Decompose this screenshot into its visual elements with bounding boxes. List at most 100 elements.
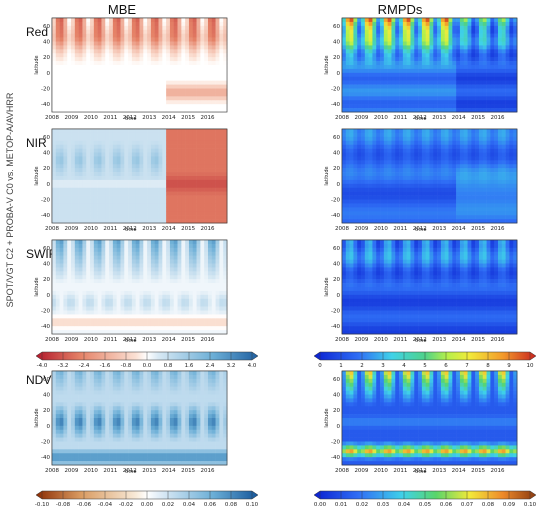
heat-cell [196, 219, 201, 224]
heat-cell [353, 92, 358, 97]
heat-cell [494, 129, 499, 134]
heat-cell [74, 132, 79, 138]
heat-cell [200, 25, 205, 31]
heat-cell [467, 88, 472, 93]
heat-cell [112, 21, 117, 27]
heat-cell [440, 140, 446, 145]
heat-cell [342, 92, 347, 97]
heat-cell [120, 132, 125, 138]
heat-cell [188, 33, 194, 38]
heat-cell [383, 72, 388, 78]
heat-cell [414, 25, 419, 31]
heat-cell [143, 164, 148, 169]
row-label-swir: SWIR [26, 247, 58, 261]
heat-cell [150, 191, 156, 196]
heat-cell [147, 183, 152, 189]
heat-cell [414, 211, 419, 216]
heat-cell [399, 195, 404, 200]
heat-cell [158, 144, 163, 149]
heat-cell [71, 140, 76, 145]
heat-cell [101, 144, 106, 149]
heat-cell [444, 72, 449, 78]
heat-cell [173, 148, 178, 153]
plot-border [341, 128, 518, 224]
heat-cell [349, 100, 354, 105]
heat-cell [361, 72, 366, 78]
heat-cell [349, 129, 354, 134]
heat-cell [90, 314, 95, 319]
heat-cell [139, 164, 144, 169]
heat-cell [109, 251, 114, 256]
heat-cell [383, 29, 388, 34]
heat-cell [494, 183, 499, 189]
heat-cell [433, 100, 438, 105]
heat-cell [490, 176, 495, 181]
heat-cell [105, 179, 110, 185]
heat-cell [364, 61, 369, 66]
heat-cell [364, 29, 369, 34]
heat-cell [147, 156, 152, 161]
heat-cell [120, 318, 125, 323]
heat-cell [188, 80, 194, 85]
heat-cell [181, 156, 186, 161]
heat-cell [71, 263, 76, 268]
heat-cell [410, 76, 415, 81]
heat-cell [55, 33, 60, 38]
heat-cell [482, 76, 487, 81]
heat-cell [188, 195, 194, 200]
heat-cell [71, 100, 76, 105]
heat-cell [215, 203, 220, 208]
heat-cell [353, 33, 358, 38]
heat-cell [211, 191, 216, 196]
heat-cell [120, 263, 125, 268]
heat-cell [200, 53, 205, 58]
heat-cell [192, 61, 197, 66]
heat-cell [63, 211, 68, 216]
heat-cell [177, 41, 182, 46]
heat-cell [361, 37, 366, 42]
heat-cell [478, 160, 484, 165]
heat-cell [486, 72, 491, 78]
heat-cell [55, 72, 60, 78]
heat-cell [219, 84, 224, 89]
heat-cell [475, 18, 480, 23]
heat-cell [380, 132, 385, 138]
heat-cell [150, 129, 156, 134]
heat-cell [97, 302, 102, 307]
heat-cell [71, 49, 76, 54]
heat-cell [109, 243, 114, 249]
heat-cell [139, 57, 144, 62]
heat-cell [402, 104, 407, 109]
heat-cell [497, 76, 503, 81]
heat-cell [139, 68, 144, 74]
heat-cell [147, 84, 152, 89]
heat-cell [90, 290, 95, 296]
heat-cell [387, 203, 392, 208]
heat-cell [361, 176, 366, 181]
heat-cell [219, 41, 224, 46]
heat-cell [67, 207, 72, 212]
heat-cell [82, 100, 87, 105]
heat-cell [135, 104, 140, 109]
heat-cell [368, 148, 373, 153]
heat-cell [169, 53, 175, 58]
heat-cell [158, 203, 163, 208]
heat-cell [429, 219, 434, 224]
heat-cell [486, 132, 491, 138]
x-tick-label: 2015 [471, 115, 485, 121]
heat-cell [486, 156, 491, 161]
heat-cell [109, 255, 114, 260]
heat-cell [128, 263, 133, 268]
heat-cell [139, 140, 144, 145]
heat-cell [67, 306, 72, 311]
heat-cell [192, 100, 197, 105]
heat-cell [486, 68, 491, 74]
heat-cell [463, 72, 468, 78]
heat-cell [459, 72, 465, 78]
heat-cell [200, 168, 205, 173]
heat-cell [71, 290, 76, 296]
heat-cell [361, 65, 366, 70]
heat-cell [166, 211, 171, 216]
heat-cell [349, 49, 354, 54]
heat-cell [169, 211, 175, 216]
